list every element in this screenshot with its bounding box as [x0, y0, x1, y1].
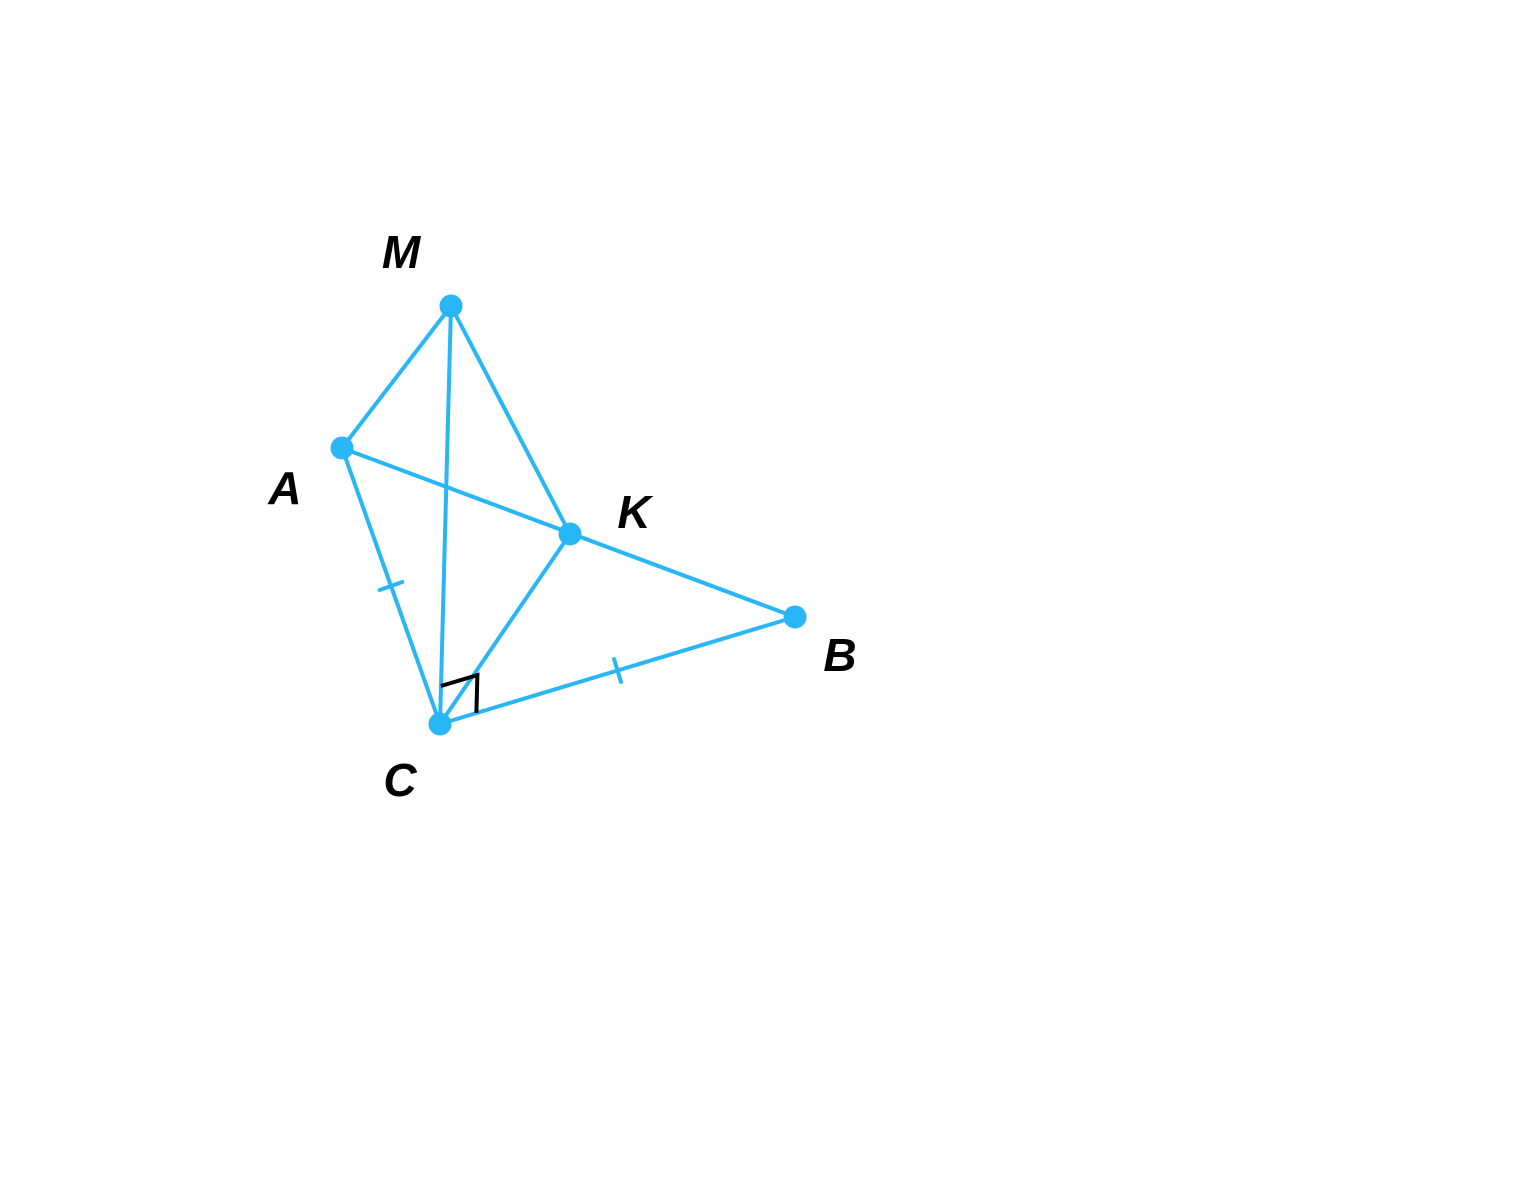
label-B: B	[823, 628, 856, 682]
edges-group	[342, 306, 795, 724]
point-A	[331, 437, 353, 459]
label-K: K	[617, 485, 650, 539]
geometry-diagram	[0, 0, 1536, 1179]
edge-M-K	[451, 306, 570, 534]
label-A: A	[268, 461, 301, 515]
point-B	[784, 606, 806, 628]
edge-C-K	[440, 534, 570, 724]
edge-C-M	[440, 306, 451, 724]
point-K	[559, 523, 581, 545]
points-group	[331, 295, 806, 735]
point-M	[440, 295, 462, 317]
label-M: M	[382, 225, 420, 279]
ticks-group	[380, 582, 621, 682]
edge-A-M	[342, 306, 451, 448]
label-C: C	[383, 753, 416, 807]
point-C	[429, 713, 451, 735]
